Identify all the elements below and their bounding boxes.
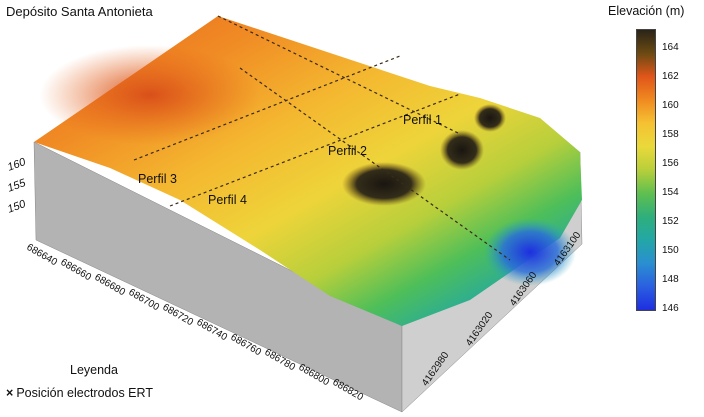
colorbar (636, 29, 656, 311)
profile-line-1 (217, 15, 461, 135)
colorbar-tick-label: 160 (662, 100, 679, 111)
map-title: Depósito Santa Antonieta (6, 4, 153, 19)
low-elevation-area (484, 218, 576, 286)
dark-high-spot-3 (474, 104, 506, 132)
colorbar-tick-label: 154 (662, 187, 679, 198)
profile-label-1: Perfil 1 (403, 113, 442, 127)
colorbar-tick-label: 162 (662, 71, 679, 82)
dark-high-spot-2 (342, 162, 426, 206)
profile-line-4 (169, 93, 461, 207)
colorbar-tick-label: 164 (662, 42, 679, 53)
colorbar-tick-label: 158 (662, 129, 679, 140)
colorbar-tick-label: 150 (662, 245, 679, 256)
colorbar-tick-label: 146 (662, 303, 679, 314)
dark-high-spot-1 (440, 130, 484, 170)
legend-item-label: Posición electrodos ERT (16, 386, 153, 400)
high-elevation-area (40, 45, 260, 145)
electrode-marker-icon: × (6, 386, 14, 400)
legend-title: Leyenda (70, 363, 118, 377)
profile-line-2 (239, 67, 511, 261)
profile-label-2: Perfil 2 (328, 144, 367, 158)
profile-label-3: Perfil 3 (138, 172, 177, 186)
profile-label-4: Perfil 4 (208, 193, 247, 207)
legend-item-electrodes: × Posición electrodos ERT (6, 386, 153, 400)
colorbar-tick-label: 152 (662, 216, 679, 227)
colorbar-title: Elevación (m) (608, 4, 685, 18)
colorbar-tick-label: 148 (662, 274, 679, 285)
colorbar-tick-label: 156 (662, 158, 679, 169)
